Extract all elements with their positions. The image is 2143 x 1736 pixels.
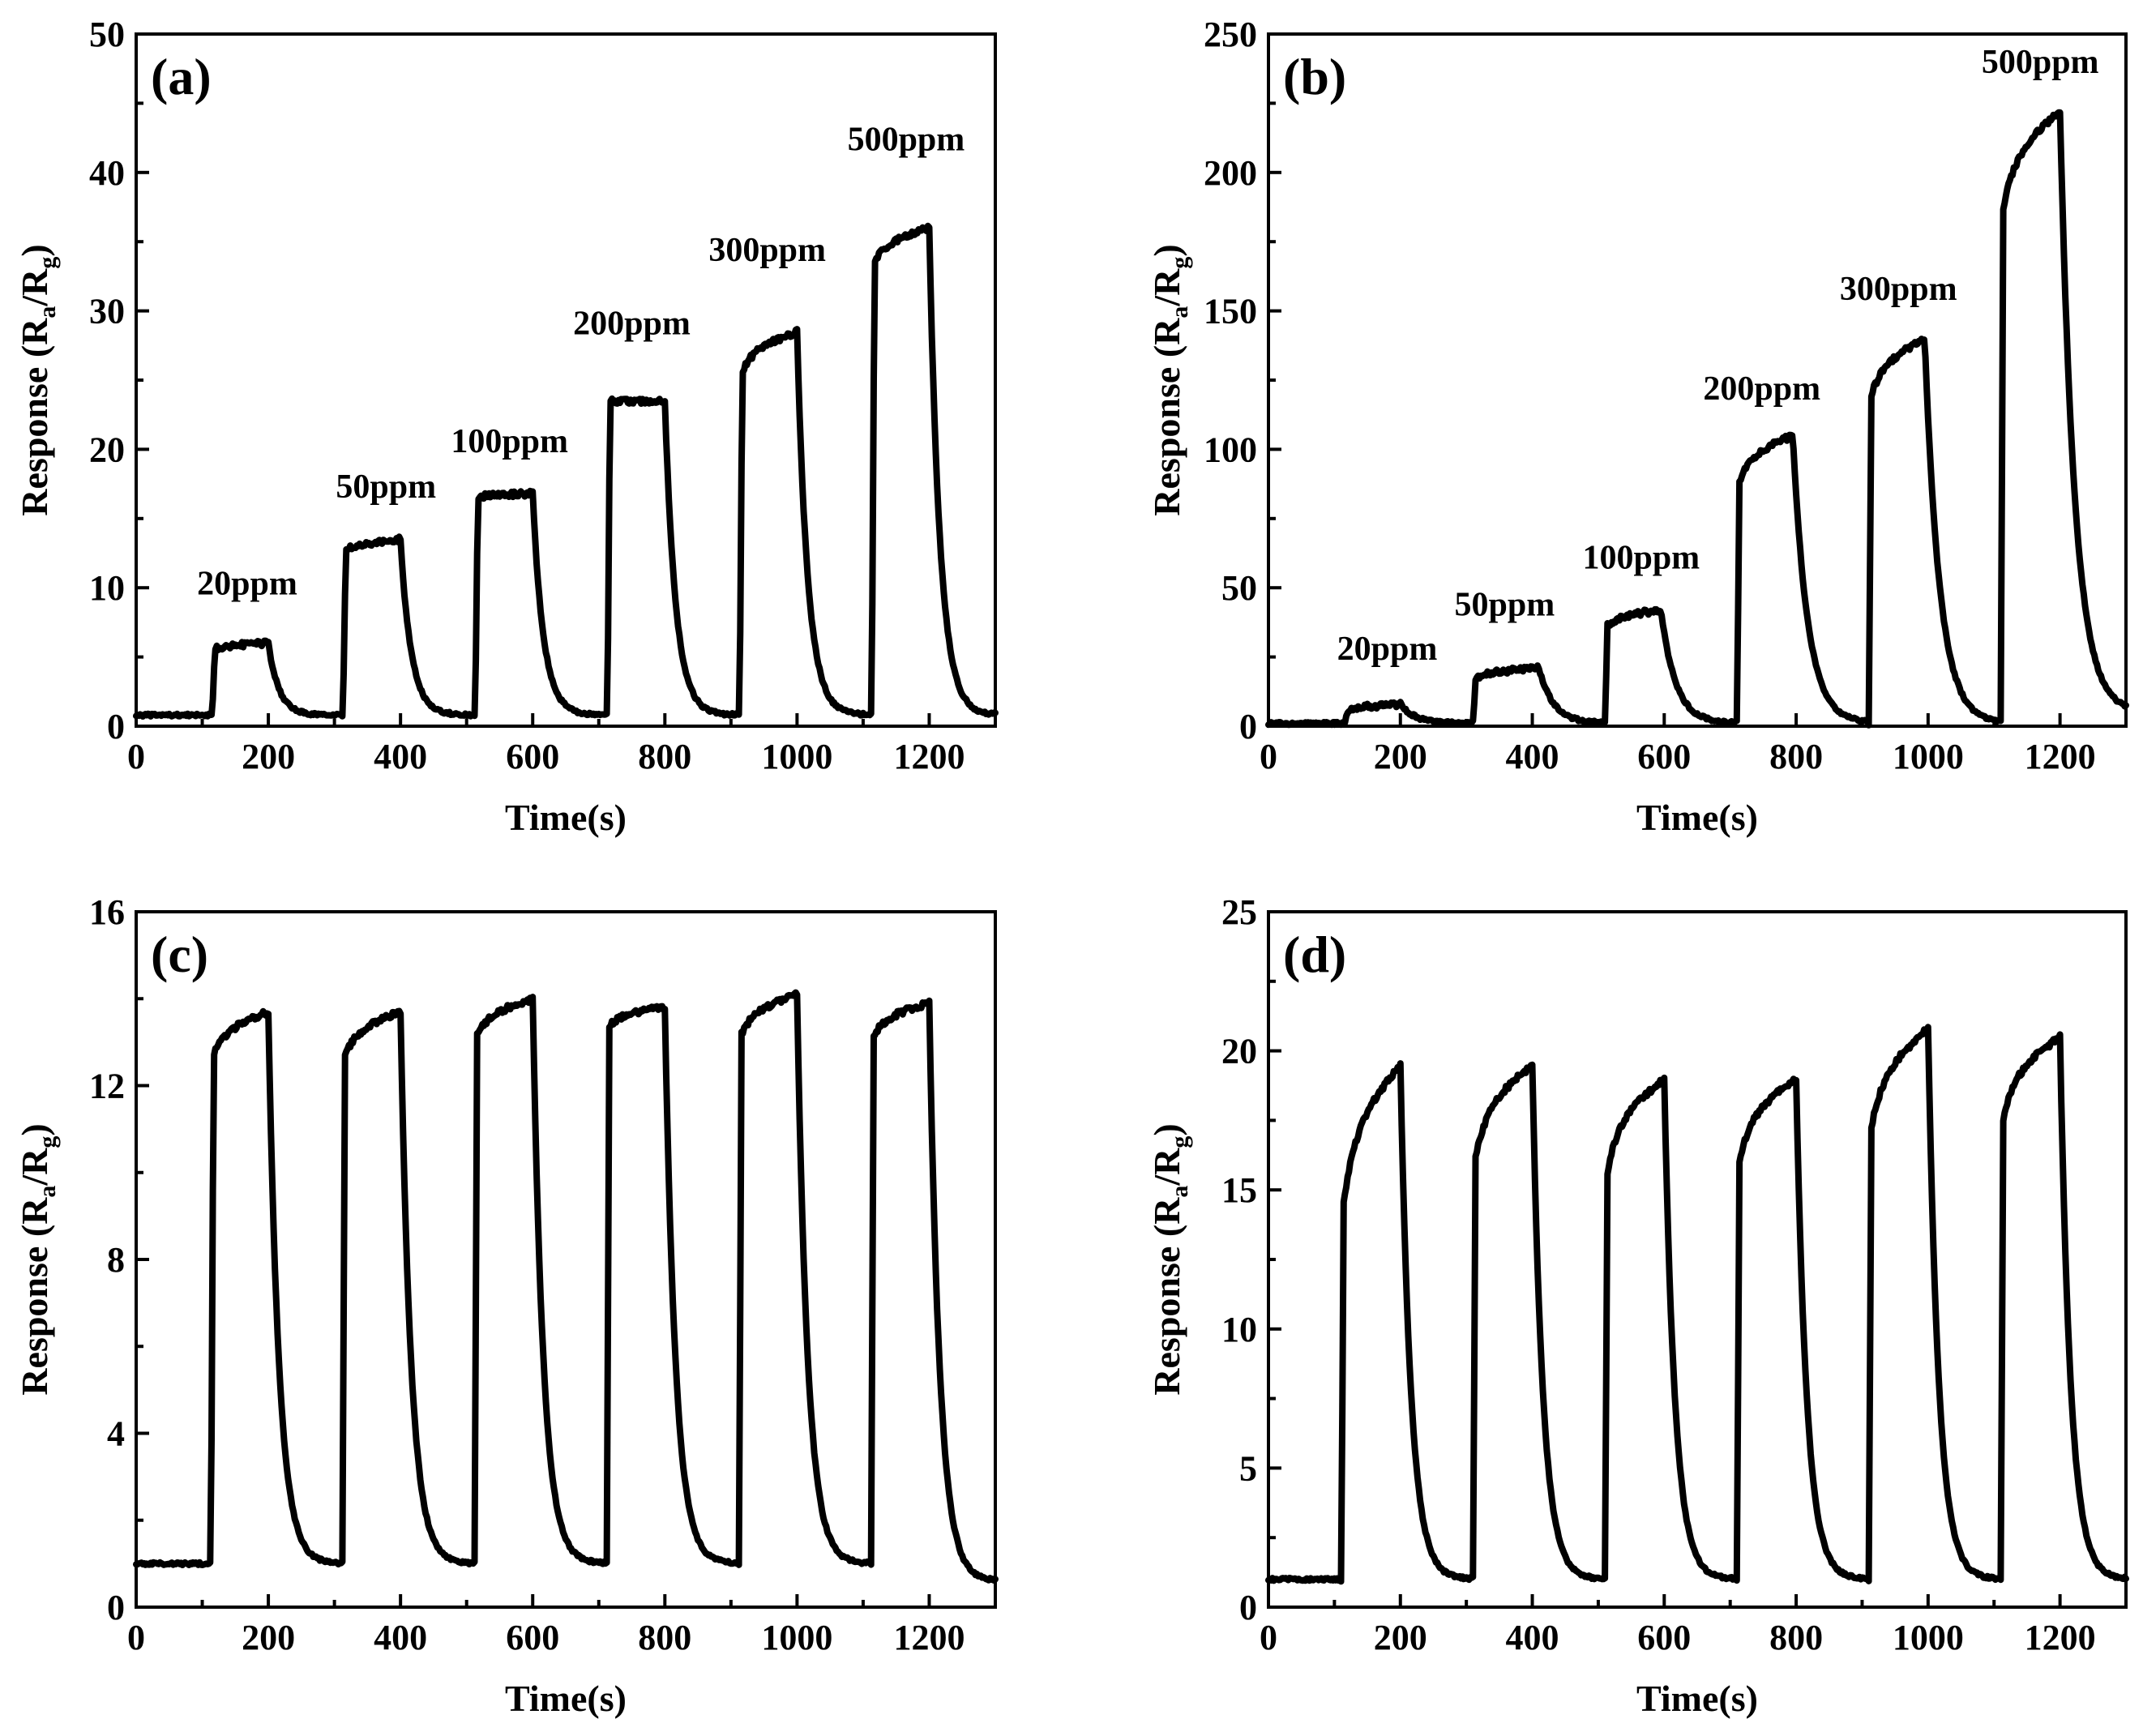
concentration-label: 200ppm <box>1703 370 1820 408</box>
concentration-label: 500ppm <box>848 121 965 158</box>
y-tick-label: 40 <box>89 153 125 193</box>
x-tick-label: 1200 <box>893 1618 965 1657</box>
y-tick-label: 8 <box>107 1240 125 1280</box>
x-tick-label: 0 <box>1260 1618 1277 1657</box>
x-tick-label: 800 <box>638 737 691 776</box>
chart-panel-d: 0 200 400 600 800 1000 1200 0 5 10 15 20 25 Time(s) Re… <box>1146 892 2129 1719</box>
x-tick-label: 1000 <box>761 1618 832 1657</box>
y-tick-label: 20 <box>1221 1032 1257 1071</box>
x-tick-label: 1200 <box>2025 1618 2096 1657</box>
y-tick-label: 0 <box>1239 1588 1257 1627</box>
concentration-label: 100ppm <box>451 423 568 460</box>
y-tick-label: 200 <box>1204 153 1257 193</box>
x-axis-title: Time(s) <box>1636 1678 1758 1719</box>
concentration-label: 20ppm <box>1337 631 1438 668</box>
y-tick-label: 250 <box>1204 15 1257 54</box>
y-tick-label: 25 <box>1221 892 1257 932</box>
response-curve <box>133 989 999 1584</box>
panel-label: (c) <box>151 926 208 983</box>
concentration-label: 300ppm <box>708 232 826 269</box>
y-tick-label: 0 <box>107 1588 125 1627</box>
response-curve <box>133 222 999 720</box>
y-tick-label: 16 <box>89 892 125 932</box>
y-tick-label: 10 <box>1221 1310 1257 1349</box>
x-tick-label: 1000 <box>761 737 832 776</box>
concentration-label: 50ppm <box>336 468 436 506</box>
x-tick-label: 800 <box>638 1618 691 1657</box>
x-tick-label: 600 <box>506 1618 559 1657</box>
y-tick-label: 30 <box>89 292 125 331</box>
y-tick-label: 50 <box>89 15 125 54</box>
x-tick-label: 600 <box>506 737 559 776</box>
concentration-label: 50ppm <box>1455 586 1555 623</box>
x-tick-label: 200 <box>242 737 295 776</box>
y-tick-label: 0 <box>1239 707 1257 746</box>
panel-label: (d) <box>1283 926 1346 983</box>
x-tick-label: 600 <box>1637 737 1691 776</box>
response-curve <box>1265 1024 2129 1585</box>
y-tick-label: 50 <box>1221 568 1257 608</box>
x-axis-title: Time(s) <box>505 797 627 838</box>
y-axis-title: Response (Ra/Rg) <box>14 1123 61 1395</box>
chart-panel-b: 0 200 400 600 800 1000 1200 0 50 100 150 200 250 Time… <box>1146 15 2129 838</box>
x-tick-label: 800 <box>1769 1618 1823 1657</box>
concentration-label: 20ppm <box>197 566 297 603</box>
x-tick-label: 0 <box>127 737 145 776</box>
chart-panel-c: 0 200 400 600 800 1000 1200 0 4 8 12 16 Time(s) Respo… <box>14 892 999 1719</box>
y-tick-label: 10 <box>89 568 125 608</box>
x-axis-title: Time(s) <box>505 1678 627 1719</box>
y-axis-title: Response (Ra/Rg) <box>14 244 61 515</box>
x-tick-label: 200 <box>242 1618 295 1657</box>
concentration-label: 100ppm <box>1582 539 1700 576</box>
x-tick-label: 1000 <box>1893 737 1964 776</box>
y-tick-label: 12 <box>89 1067 125 1106</box>
x-tick-label: 400 <box>374 737 427 776</box>
x-axis-title: Time(s) <box>1636 797 1758 838</box>
concentration-label: 500ppm <box>1982 44 2099 81</box>
y-axis-title: Response (Ra/Rg) <box>1146 244 1193 515</box>
y-tick-label: 15 <box>1221 1170 1257 1210</box>
x-tick-label: 600 <box>1637 1618 1691 1657</box>
y-tick-label: 150 <box>1204 292 1257 331</box>
x-tick-label: 400 <box>1506 1618 1559 1657</box>
panel-label: (b) <box>1283 48 1346 105</box>
x-tick-label: 200 <box>1374 737 1427 776</box>
x-tick-label: 400 <box>374 1618 427 1657</box>
x-tick-label: 400 <box>1506 737 1559 776</box>
x-tick-label: 0 <box>127 1618 145 1657</box>
y-tick-label: 5 <box>1239 1448 1257 1488</box>
x-tick-label: 200 <box>1374 1618 1427 1657</box>
x-tick-label: 1200 <box>2025 737 2096 776</box>
y-tick-label: 20 <box>89 430 125 469</box>
x-tick-label: 0 <box>1260 737 1277 776</box>
x-tick-label: 1000 <box>1893 1618 1964 1657</box>
y-axis-title: Response (Ra/Rg) <box>1146 1123 1193 1395</box>
panel-label: (a) <box>151 48 212 105</box>
concentration-label: 200ppm <box>573 306 691 343</box>
response-curve <box>1265 109 2129 729</box>
x-tick-label: 1200 <box>893 737 965 776</box>
x-tick-label: 800 <box>1769 737 1823 776</box>
y-tick-label: 0 <box>107 707 125 746</box>
concentration-label: 300ppm <box>1840 271 1957 308</box>
y-tick-label: 4 <box>107 1414 125 1454</box>
y-tick-label: 100 <box>1204 430 1257 469</box>
chart-panel-a: 0 200 400 600 800 1000 1200 0 10 20 30 40 50 Time(s) R… <box>14 15 999 838</box>
